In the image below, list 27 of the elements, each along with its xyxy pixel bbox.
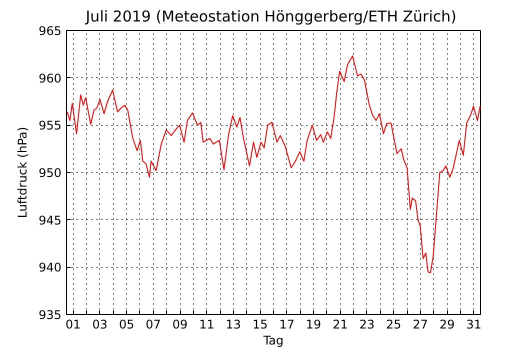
x-tick-label: 09 [172,318,188,332]
x-tick-label: 13 [226,318,242,332]
x-tick-label: 23 [359,318,375,332]
y-tick-label: 955 [38,118,62,133]
chart-title: Juli 2019 (Meteostation Hönggerberg/ETH Zürich) [84,8,456,26]
x-tick-label: 03 [92,318,108,332]
x-tick-label: 07 [146,318,161,332]
line-series [66,56,480,274]
y-tick-label: 950 [38,166,62,180]
x-tick-label: 05 [118,318,134,332]
x-axis-title: Tag [262,334,284,348]
x-tick-label: 19 [306,318,322,332]
x-tick-label: 27 [412,318,428,332]
y-axis-title: Luftdruck (hPa) [16,126,30,218]
x-tick-label: 29 [439,318,455,332]
x-tick-label: 11 [199,318,214,332]
x-tick-label: 21 [332,318,348,332]
y-tick-label: 965 [38,24,62,38]
x-tick-label: 17 [279,318,294,332]
y-tick-label: 940 [38,260,62,275]
y-tick-label: 935 [38,308,62,322]
y-tick-label: 960 [38,71,62,86]
x-tick-label: 01 [66,318,81,332]
x-tick-label: 25 [386,318,402,332]
x-tick-label: 15 [252,318,268,332]
y-tick-label: 945 [38,213,62,228]
x-tick-label: 31 [466,318,482,332]
